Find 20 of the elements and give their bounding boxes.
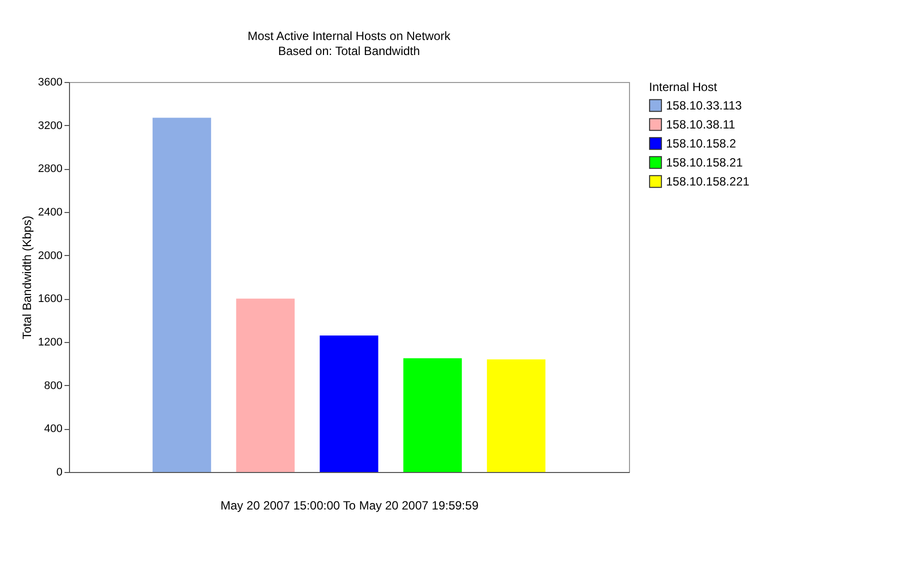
y-tick-label: 3600 <box>38 76 62 88</box>
y-axis-title: Total Bandwidth (Kbps) <box>20 216 34 340</box>
y-tick-label: 400 <box>44 423 62 436</box>
x-axis-title: May 20 2007 15:00:00 To May 20 2007 19:59:59 <box>220 498 479 512</box>
y-tick-label: 3200 <box>38 120 62 132</box>
y-tick-label: 2000 <box>38 250 62 262</box>
legend-title: Internal Host <box>649 80 718 94</box>
legend-label: 158.10.38.11 <box>666 118 736 132</box>
legend-label: 158.10.33.113 <box>666 98 742 112</box>
chart-subtitle: Based on: Total Bandwidth <box>278 44 420 58</box>
y-tick-label: 1600 <box>38 293 62 306</box>
y-tick-label: 1200 <box>38 336 62 348</box>
legend-label: 158.10.158.2 <box>666 136 736 150</box>
y-tick-label: 800 <box>44 380 62 392</box>
y-tick-label: 0 <box>56 466 62 478</box>
chart-title: Most Active Internal Hosts on Network <box>248 29 452 43</box>
y-tick-label: 2800 <box>38 163 62 176</box>
y-tick-label: 2400 <box>38 206 62 218</box>
legend-label: 158.10.158.221 <box>666 174 750 188</box>
legend-label: 158.10.158.21 <box>666 156 744 170</box>
